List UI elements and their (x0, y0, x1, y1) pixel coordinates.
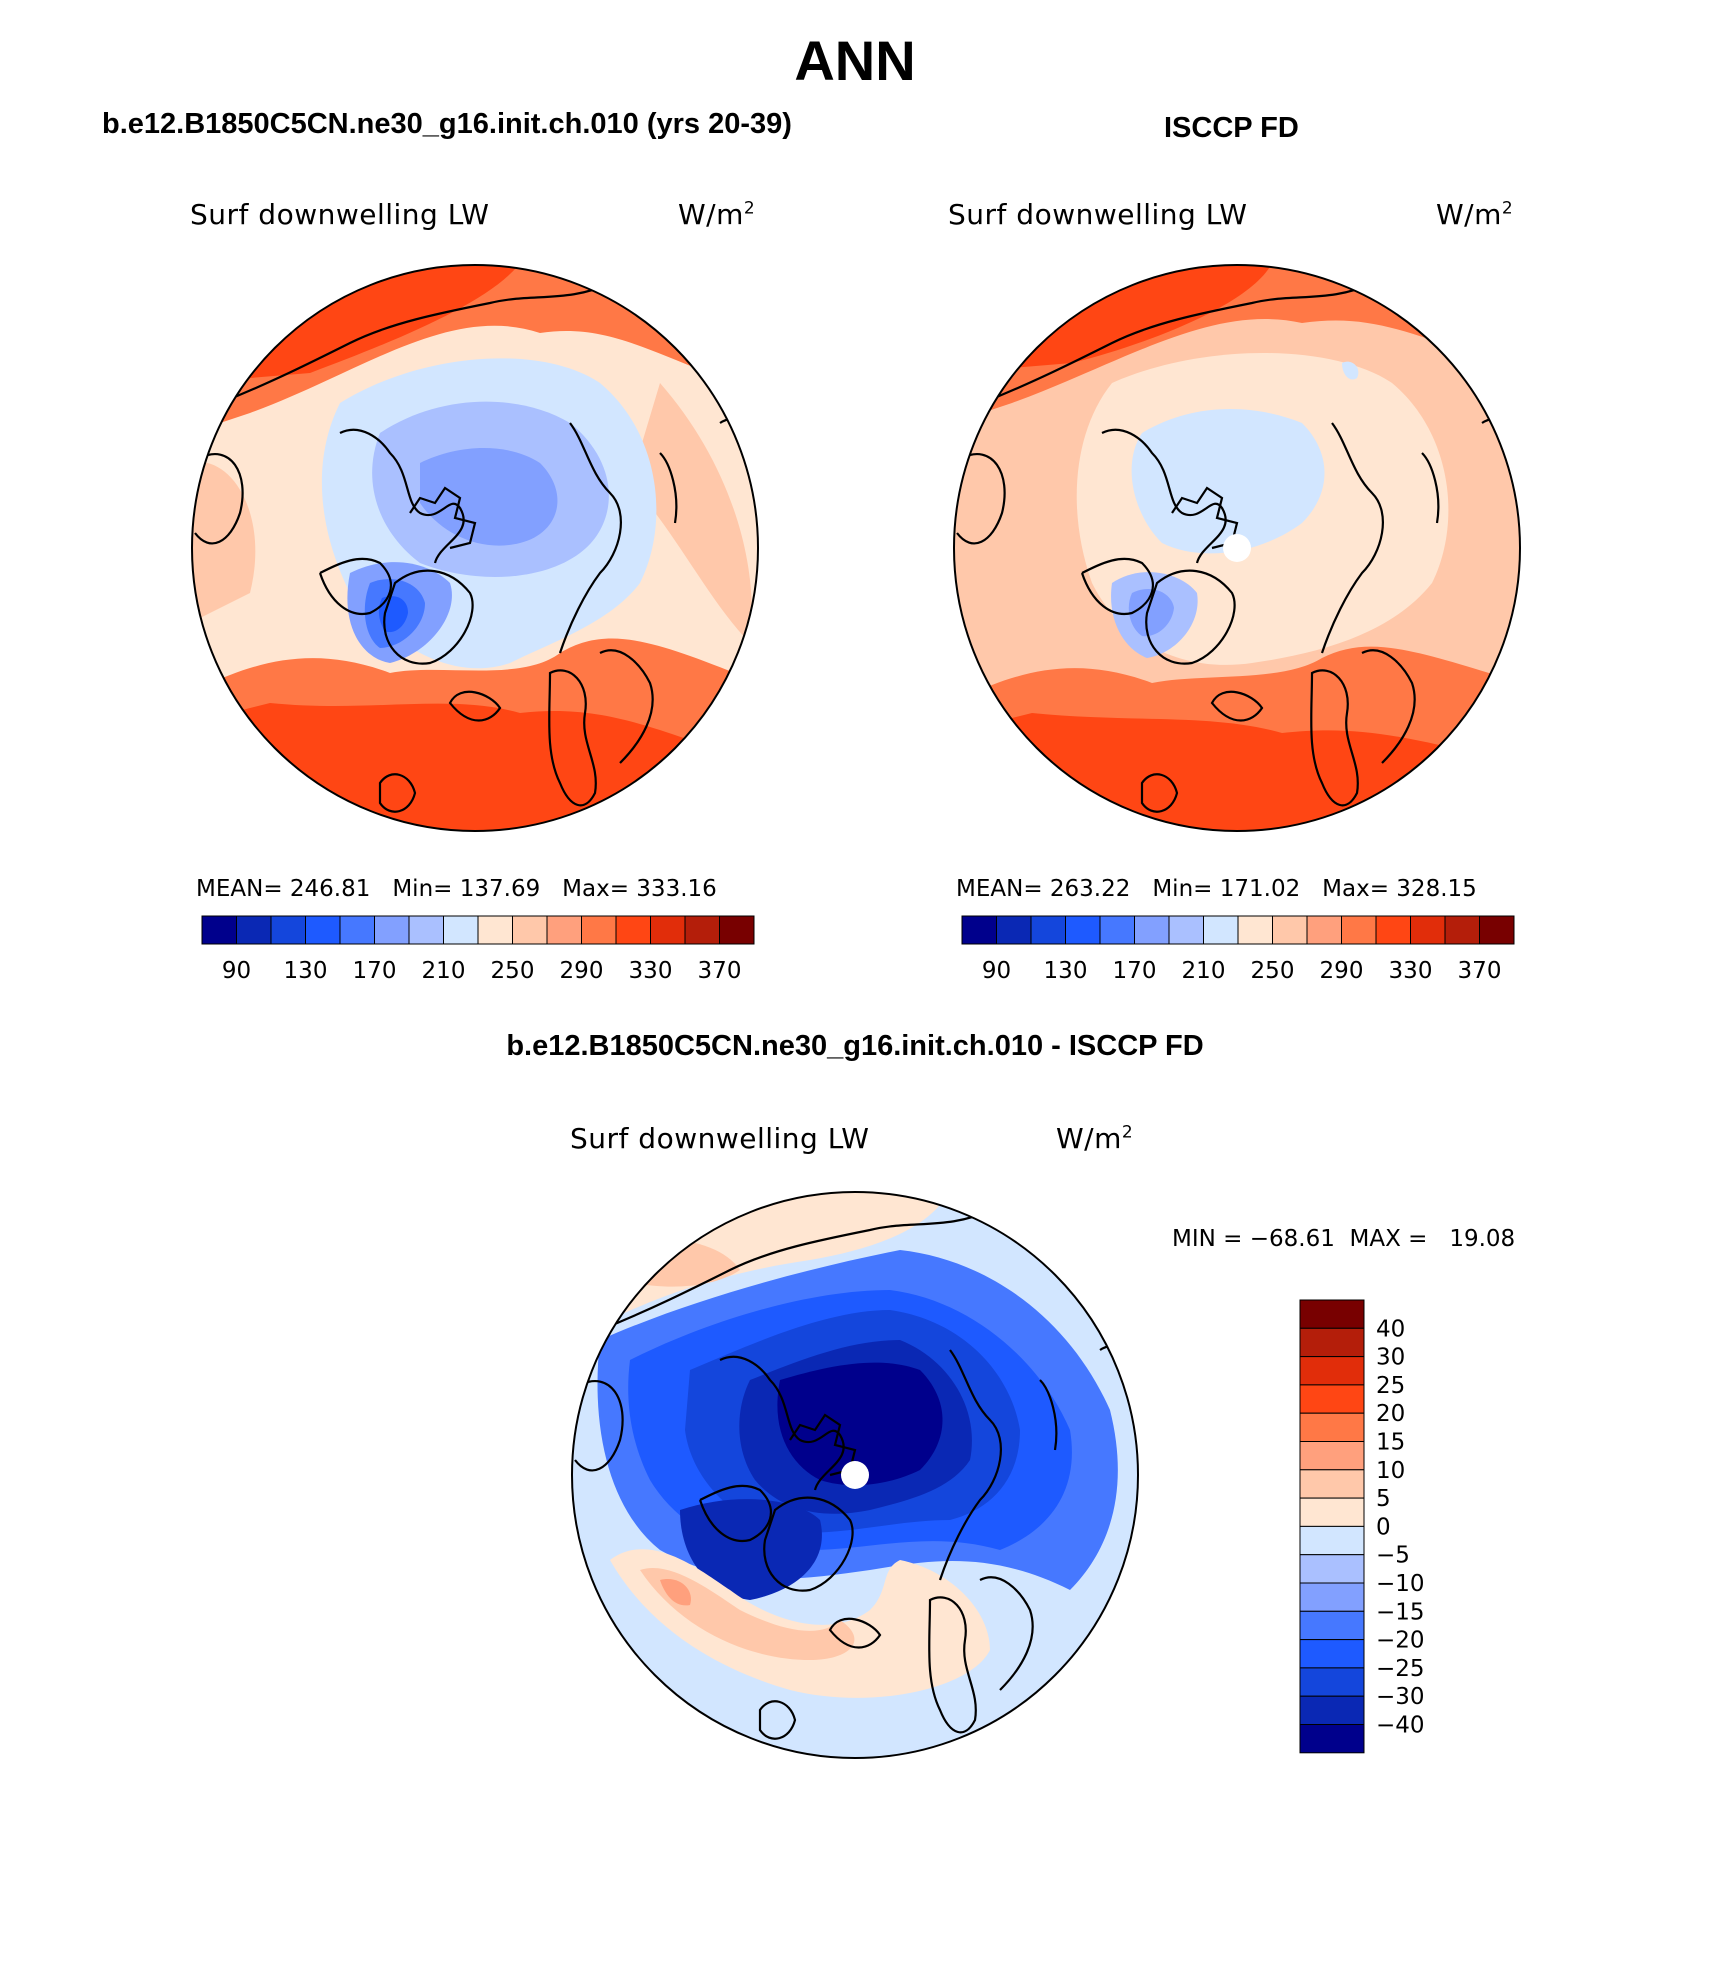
colorbar-swatch (408, 915, 444, 945)
colorbar-swatch (1134, 915, 1170, 945)
units-label-obs: W/m2 (1436, 198, 1514, 231)
colorbar-swatch (1299, 1299, 1365, 1329)
colorbar-tick-label: 330 (629, 958, 673, 984)
colorbar-tick-label: 20 (1376, 1401, 1405, 1427)
colorbar-swatch (1299, 1356, 1365, 1386)
colorbar-swatch (719, 915, 755, 945)
colorbar-swatch (443, 915, 479, 945)
colorbar-swatch (1299, 1639, 1365, 1669)
units-label-model: W/m2 (678, 198, 756, 231)
colorbar-swatch (201, 915, 237, 945)
colorbar-swatch (1299, 1554, 1365, 1584)
page-title: ANN (794, 29, 916, 92)
colorbar-tick-label: 250 (491, 958, 535, 984)
colorbar-swatch (1479, 915, 1515, 945)
colorbar-swatch (996, 915, 1032, 945)
colorbar-swatch (1030, 915, 1066, 945)
polar-map-diff (571, 1191, 1139, 1759)
colorbar-swatch (1168, 915, 1204, 945)
colorbar-obs: 90 130 170 210 250 290 330 370 (961, 915, 1515, 984)
colorbar-tick-label: −20 (1376, 1628, 1425, 1654)
colorbar-tick-label: −15 (1376, 1599, 1425, 1625)
colorbar-tick-label: 290 (1320, 958, 1364, 984)
colorbar-swatch (650, 915, 686, 945)
stats-obs: MEAN= 263.22 Min= 171.02 Max= 328.15 (956, 876, 1477, 902)
colorbar-swatch (1341, 915, 1377, 945)
colorbar-tick-label: 5 (1376, 1486, 1391, 1512)
colorbar-swatch (270, 915, 306, 945)
variable-label-model: Surf downwelling LW (190, 198, 490, 231)
colorbar-swatch (1299, 1327, 1365, 1358)
colorbar-tick-label: 130 (284, 958, 328, 984)
colorbar-swatch (581, 915, 617, 945)
colorbar-tick-label: 290 (560, 958, 604, 984)
colorbar-tick-label: 15 (1376, 1430, 1405, 1456)
panel-title-diff: b.e12.B1850C5CN.ne30_g16.init.ch.010 - I… (506, 1030, 1204, 1062)
colorbar-tick-label: 90 (982, 958, 1011, 984)
colorbar-swatch (1299, 1497, 1365, 1527)
colorbar-model: 90 130 170 210 250 290 330 370 (201, 915, 755, 984)
colorbar-tick-label: 250 (1251, 958, 1295, 984)
colorbar-swatch (1299, 1582, 1365, 1612)
colorbar-swatch (512, 915, 548, 945)
colorbar-swatch (1099, 915, 1135, 945)
colorbar-tick-label: 0 (1376, 1514, 1391, 1540)
colorbar-swatch (305, 915, 341, 945)
panel-title-obs: ISCCP FD (1164, 112, 1299, 144)
colorbar-tick-label: −30 (1376, 1684, 1425, 1710)
colorbar-swatch (961, 915, 997, 945)
colorbar-tick-label: 40 (1376, 1316, 1405, 1342)
polar-map-obs (953, 264, 1521, 832)
colorbar-tick-label: 210 (422, 958, 466, 984)
colorbar-tick-label: 370 (1458, 958, 1502, 984)
units-label-diff: W/m2 (1056, 1122, 1134, 1155)
colorbar-tick-label: 370 (698, 958, 742, 984)
colorbar-swatch (374, 915, 410, 945)
colorbar-tick-label: 10 (1376, 1458, 1405, 1484)
colorbar-tick-label: 90 (222, 958, 251, 984)
colorbar-swatch (1299, 1441, 1365, 1471)
variable-label-obs: Surf downwelling LW (948, 198, 1248, 231)
colorbar-tick-label: 170 (1113, 958, 1157, 984)
stats-model: MEAN= 246.81 Min= 137.69 Max= 333.16 (196, 876, 717, 902)
colorbar-swatch (1444, 915, 1480, 945)
colorbar-tick-label: 25 (1376, 1373, 1405, 1399)
colorbar-tick-label: 30 (1376, 1345, 1405, 1371)
colorbar-swatch (1299, 1412, 1365, 1442)
colorbar-swatch (546, 915, 582, 945)
colorbar-tick-label: 330 (1389, 958, 1433, 984)
colorbar-swatch (1299, 1525, 1365, 1556)
colorbar-tick-label: 130 (1044, 958, 1088, 984)
variable-label-diff: Surf downwelling LW (570, 1122, 870, 1155)
colorbar-tick-label: 170 (353, 958, 397, 984)
stats-diff: MIN = −68.61 MAX = 19.08 (1172, 1226, 1516, 1252)
colorbar-tick-label: −5 (1376, 1543, 1410, 1569)
colorbar-swatch (1306, 915, 1342, 945)
colorbar-swatch (1272, 915, 1308, 945)
colorbar-tick-label: −10 (1376, 1571, 1425, 1597)
colorbar-swatch (477, 915, 513, 945)
colorbar-swatch (1299, 1667, 1365, 1697)
colorbar-tick-label: −40 (1376, 1713, 1425, 1739)
colorbar-tick-label: −25 (1376, 1656, 1425, 1682)
colorbar-swatch (1375, 915, 1411, 945)
colorbar-swatch (684, 915, 720, 945)
colorbar-swatch (1299, 1695, 1365, 1726)
colorbar-swatch (236, 915, 272, 945)
panel-title-model: b.e12.B1850C5CN.ne30_g16.init.ch.010 (yr… (102, 108, 792, 140)
colorbar-swatch (1410, 915, 1446, 945)
colorbar-swatch (1299, 1610, 1365, 1641)
colorbar-swatch (1237, 915, 1273, 945)
colorbar-swatch (1299, 1724, 1365, 1754)
colorbar-tick-label: 210 (1182, 958, 1226, 984)
colorbar-swatch (339, 915, 375, 945)
colorbar-swatch (615, 915, 651, 945)
colorbar-swatch (1299, 1469, 1365, 1499)
colorbar-swatch (1203, 915, 1239, 945)
colorbar-swatch (1065, 915, 1101, 945)
polar-map-model (191, 264, 759, 832)
colorbar-swatch (1299, 1384, 1365, 1414)
